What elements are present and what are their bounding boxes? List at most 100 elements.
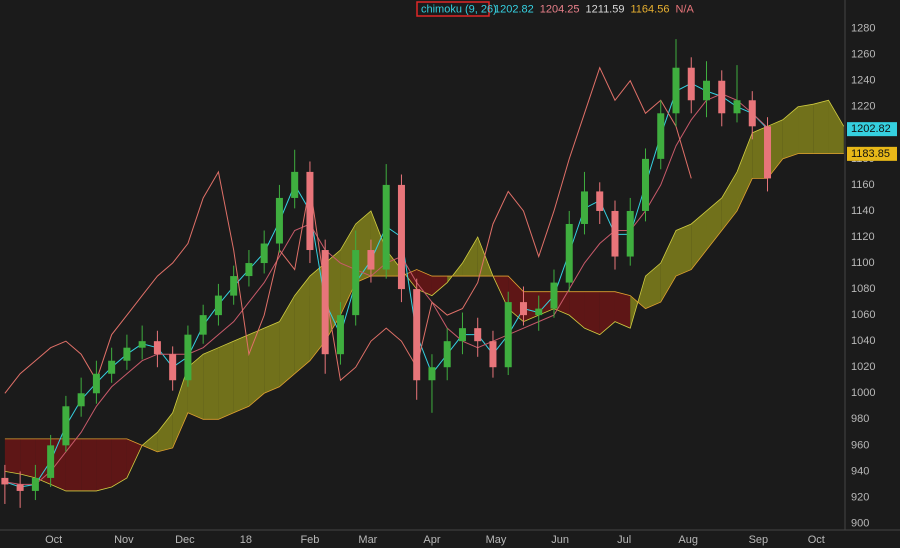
candle-body	[16, 484, 24, 491]
candle-body	[92, 373, 100, 394]
candle-body	[641, 158, 649, 211]
candle-body	[62, 406, 70, 446]
study-legend: chimoku (9, 26) 1202.82 1204.25 1211.59 116…	[416, 1, 694, 17]
cloud-segment	[157, 412, 173, 452]
cloud-segment	[706, 197, 722, 251]
cloud-segment	[203, 347, 219, 420]
candles	[1, 39, 772, 508]
y-tick-label: 1280	[851, 23, 875, 35]
candle-body	[626, 210, 634, 257]
cloud-segment	[35, 438, 51, 485]
candle-body	[718, 80, 726, 114]
candle-body	[336, 315, 344, 355]
candle-body	[535, 308, 543, 316]
cloud-segment	[4, 438, 21, 475]
cloud-segment	[325, 250, 341, 342]
price-badge-label: 1202.82	[851, 123, 891, 135]
cloud-segment	[798, 104, 814, 154]
candle-body	[413, 289, 421, 381]
candle-body	[275, 197, 283, 244]
candle-body	[214, 295, 222, 316]
candle-body	[260, 243, 268, 264]
candle-body	[184, 334, 192, 381]
candle-body	[1, 477, 9, 485]
cloud-segment	[767, 119, 783, 179]
study-label-box	[416, 1, 490, 17]
cloud-segment	[676, 223, 692, 277]
x-tick-label: Jun	[551, 534, 569, 546]
y-tick-label: 1020	[851, 361, 875, 373]
study-line	[4, 66, 692, 394]
cloud-segment	[660, 230, 676, 303]
candle-body	[352, 250, 360, 316]
y-tick-label: 1040	[851, 335, 875, 347]
cloud-segment	[309, 263, 326, 361]
cloud-segment	[614, 291, 631, 329]
cloud-segment	[81, 438, 97, 491]
candle-body	[764, 126, 772, 179]
cloud-segment	[584, 291, 600, 335]
cloud-segment	[523, 291, 539, 322]
x-tick-label: May	[486, 534, 507, 546]
candle-body	[657, 113, 665, 159]
candle-body	[443, 341, 451, 368]
candle-body	[596, 191, 604, 211]
cloud-segment	[599, 291, 615, 335]
study-label: chimoku (9, 26)	[421, 3, 497, 15]
x-tick-label: Mar	[358, 534, 377, 546]
candle-body	[199, 315, 207, 335]
cloud-segment	[691, 210, 707, 270]
cloud-segment	[264, 321, 280, 394]
candle-body	[230, 276, 238, 296]
candle-body	[703, 80, 711, 101]
cloud-segment	[752, 126, 768, 179]
x-tick-label: Nov	[114, 534, 134, 546]
y-tick-label: 1120	[851, 231, 875, 243]
candle-body	[519, 302, 527, 316]
price-badge	[847, 146, 897, 161]
y-tick-label: 1160	[851, 179, 875, 191]
candle-body	[138, 341, 146, 348]
cloud-segment	[462, 237, 478, 277]
y-tick-label: 1000	[851, 387, 875, 399]
cloud-segment	[96, 438, 112, 491]
cloud-segment	[111, 438, 127, 488]
candle-body	[397, 184, 405, 290]
cloud-segment	[218, 341, 234, 420]
candle-body	[382, 184, 390, 270]
cloud-segment	[355, 210, 371, 283]
y-tick-label: 1060	[851, 309, 875, 321]
candle-body	[123, 347, 131, 361]
candle-body	[474, 328, 482, 342]
cloud-segment	[813, 100, 829, 154]
candle-body	[687, 67, 695, 101]
cloud-segment	[65, 438, 82, 491]
y-tick-label: 900	[851, 517, 869, 529]
candle-body	[31, 477, 39, 491]
cloud-segment	[279, 295, 295, 387]
candle-body	[550, 282, 558, 309]
y-tick-label: 1260	[851, 49, 875, 61]
candle-body	[733, 100, 741, 114]
cloud-segment	[126, 438, 143, 478]
candle-body	[672, 67, 680, 114]
x-tick-label: Dec	[175, 534, 195, 546]
cloud-segment	[294, 276, 310, 374]
study-value: 1204.25	[540, 3, 580, 15]
price-badge-label: 1183.85	[851, 148, 890, 160]
study-value: 1211.59	[586, 3, 625, 15]
cloud-segment	[20, 438, 36, 478]
candle-body	[489, 341, 497, 368]
candle-body	[367, 250, 375, 270]
x-tick-label: Sep	[749, 534, 769, 546]
cloud-segment	[782, 106, 799, 159]
cloud-segment	[172, 367, 188, 448]
candle-body	[245, 263, 253, 277]
x-tick-label: Jul	[617, 534, 631, 546]
cloud-segment	[233, 334, 249, 413]
x-tick-label: Apr	[423, 534, 440, 546]
cloud-segment	[645, 263, 661, 309]
x-tick-label: Feb	[300, 534, 319, 546]
candle-body	[153, 341, 161, 355]
